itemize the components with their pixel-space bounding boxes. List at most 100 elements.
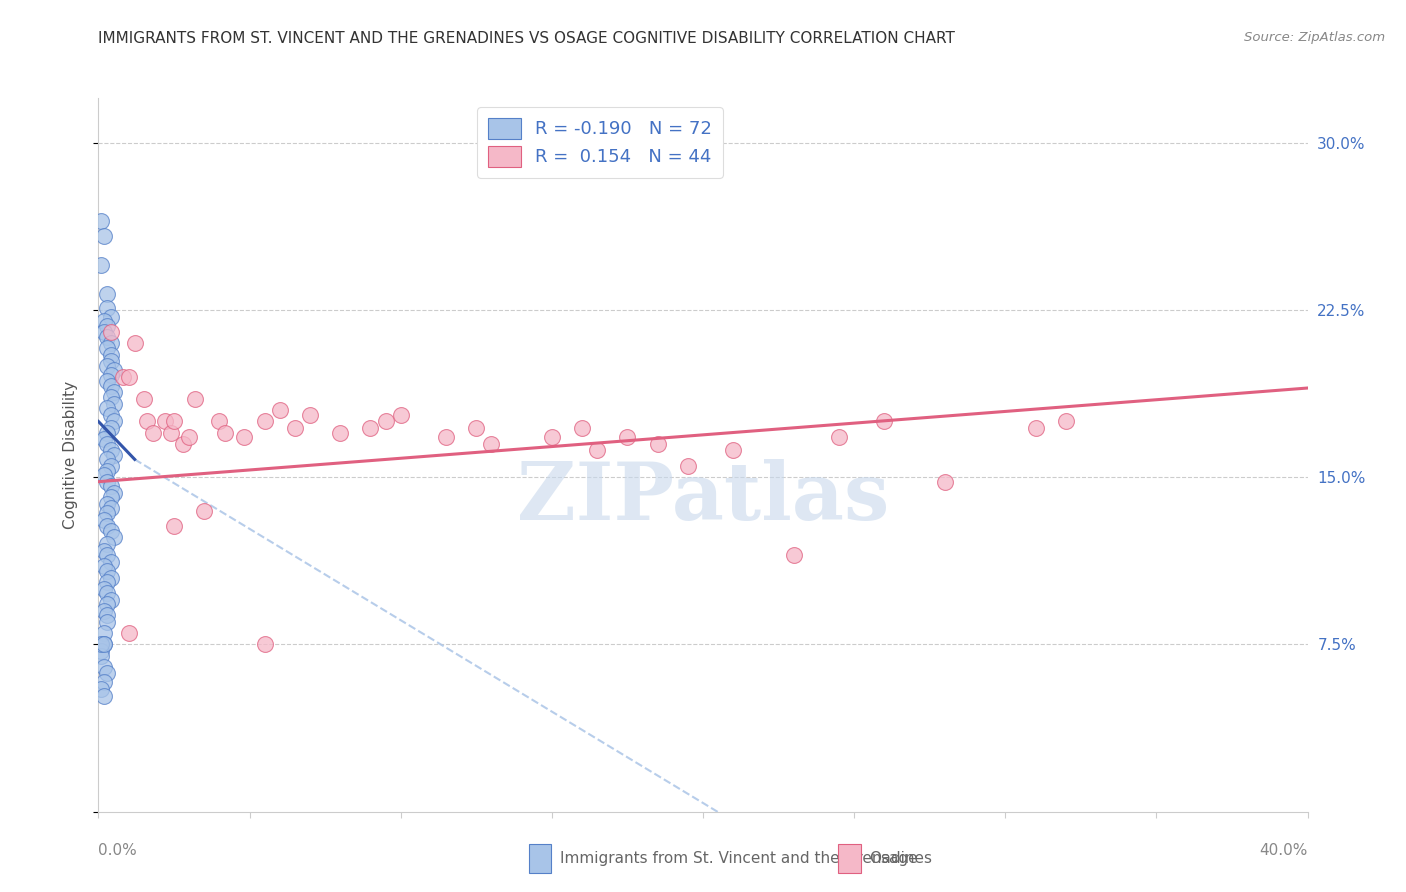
Point	[142, 425, 165, 440]
Point	[118, 369, 141, 384]
Point	[1054, 414, 1077, 429]
Point	[96, 608, 118, 623]
Point	[100, 524, 122, 538]
Point	[96, 537, 118, 551]
Point	[160, 425, 183, 440]
Point	[329, 425, 352, 440]
Point	[96, 401, 118, 416]
Point	[389, 408, 412, 422]
Point	[172, 436, 194, 450]
Point	[90, 644, 112, 658]
Point	[96, 425, 118, 440]
Point	[100, 479, 122, 493]
Point	[153, 414, 176, 429]
Point	[100, 408, 122, 422]
Point	[96, 341, 118, 355]
Point	[93, 543, 115, 558]
Point	[100, 491, 122, 505]
Point	[103, 414, 125, 429]
Point	[96, 666, 118, 681]
Point	[96, 564, 118, 578]
Text: ZIPatlas: ZIPatlas	[517, 458, 889, 537]
Point	[111, 369, 134, 384]
Point	[93, 626, 115, 640]
Point	[783, 548, 806, 563]
Text: Immigrants from St. Vincent and the Grenadines: Immigrants from St. Vincent and the Gren…	[560, 851, 932, 865]
Point	[100, 421, 122, 435]
Point	[96, 574, 118, 589]
Point	[96, 475, 118, 489]
Point	[100, 310, 122, 324]
Point	[96, 287, 118, 301]
Point	[96, 330, 118, 344]
Point	[540, 430, 562, 444]
Point	[103, 385, 125, 400]
Text: 0.0%: 0.0%	[98, 843, 138, 858]
Point	[873, 414, 896, 429]
Point	[93, 689, 115, 703]
Point	[214, 425, 236, 440]
Point	[103, 448, 125, 462]
Point	[360, 421, 382, 435]
Point	[90, 213, 112, 227]
Point	[93, 660, 115, 674]
Point	[90, 637, 112, 651]
Text: Source: ZipAtlas.com: Source: ZipAtlas.com	[1244, 31, 1385, 45]
Point	[723, 443, 745, 458]
Point	[118, 626, 141, 640]
Point	[208, 414, 231, 429]
Point	[103, 396, 125, 410]
Point	[93, 637, 115, 651]
Point	[93, 325, 115, 339]
Point	[90, 681, 112, 696]
Point	[100, 501, 122, 516]
Point	[647, 436, 669, 450]
Point	[103, 363, 125, 377]
Point	[616, 430, 638, 444]
Point	[253, 637, 276, 651]
Point	[100, 378, 122, 392]
Point	[100, 459, 122, 474]
Point	[96, 464, 118, 478]
Point	[299, 408, 322, 422]
Text: IMMIGRANTS FROM ST. VINCENT AND THE GRENADINES VS OSAGE COGNITIVE DISABILITY COR: IMMIGRANTS FROM ST. VINCENT AND THE GREN…	[98, 31, 955, 46]
Point	[90, 648, 112, 663]
Point	[96, 436, 118, 450]
Point	[93, 604, 115, 618]
Point	[103, 485, 125, 500]
Point	[284, 421, 307, 435]
Point	[100, 336, 122, 351]
Point	[93, 229, 115, 244]
Point	[96, 452, 118, 467]
Point	[96, 497, 118, 511]
Point	[96, 615, 118, 630]
Point	[96, 318, 118, 333]
Point	[93, 675, 115, 690]
Point	[124, 336, 146, 351]
Point	[100, 443, 122, 458]
Point	[93, 314, 115, 328]
Point	[571, 421, 593, 435]
Point	[100, 571, 122, 585]
Text: 40.0%: 40.0%	[1260, 843, 1308, 858]
Point	[100, 390, 122, 404]
Y-axis label: Cognitive Disability: Cognitive Disability	[63, 381, 77, 529]
Point	[96, 375, 118, 389]
Point	[100, 368, 122, 382]
Point	[465, 421, 488, 435]
Point	[96, 506, 118, 520]
Point	[135, 414, 157, 429]
Point	[184, 392, 207, 407]
Point	[481, 436, 503, 450]
Point	[1024, 421, 1046, 435]
Point	[100, 354, 122, 368]
Point	[179, 430, 201, 444]
Point	[96, 548, 118, 563]
Point	[586, 443, 609, 458]
Point	[934, 475, 956, 489]
Point	[193, 503, 215, 517]
Point	[93, 512, 115, 526]
Point	[232, 430, 254, 444]
Point	[93, 582, 115, 596]
Point	[93, 432, 115, 446]
